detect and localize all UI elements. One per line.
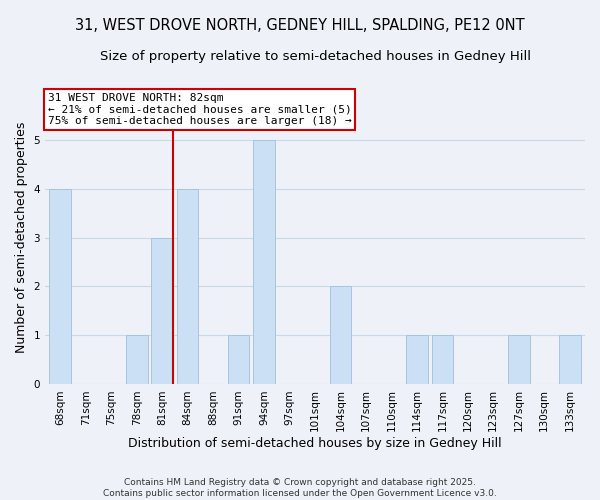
Bar <box>508 336 530 384</box>
Bar <box>431 336 453 384</box>
Title: Size of property relative to semi-detached houses in Gedney Hill: Size of property relative to semi-detach… <box>100 50 530 63</box>
Bar <box>253 140 275 384</box>
Text: 31, WEST DROVE NORTH, GEDNEY HILL, SPALDING, PE12 0NT: 31, WEST DROVE NORTH, GEDNEY HILL, SPALD… <box>75 18 525 32</box>
Y-axis label: Number of semi-detached properties: Number of semi-detached properties <box>15 122 28 353</box>
Bar <box>177 188 199 384</box>
Bar <box>228 336 250 384</box>
Text: 31 WEST DROVE NORTH: 82sqm
← 21% of semi-detached houses are smaller (5)
75% of : 31 WEST DROVE NORTH: 82sqm ← 21% of semi… <box>47 93 352 126</box>
Bar <box>406 336 428 384</box>
Bar <box>151 238 173 384</box>
Text: Contains HM Land Registry data © Crown copyright and database right 2025.
Contai: Contains HM Land Registry data © Crown c… <box>103 478 497 498</box>
Bar <box>329 286 352 384</box>
Bar <box>49 188 71 384</box>
X-axis label: Distribution of semi-detached houses by size in Gedney Hill: Distribution of semi-detached houses by … <box>128 437 502 450</box>
Bar <box>559 336 581 384</box>
Bar <box>126 336 148 384</box>
